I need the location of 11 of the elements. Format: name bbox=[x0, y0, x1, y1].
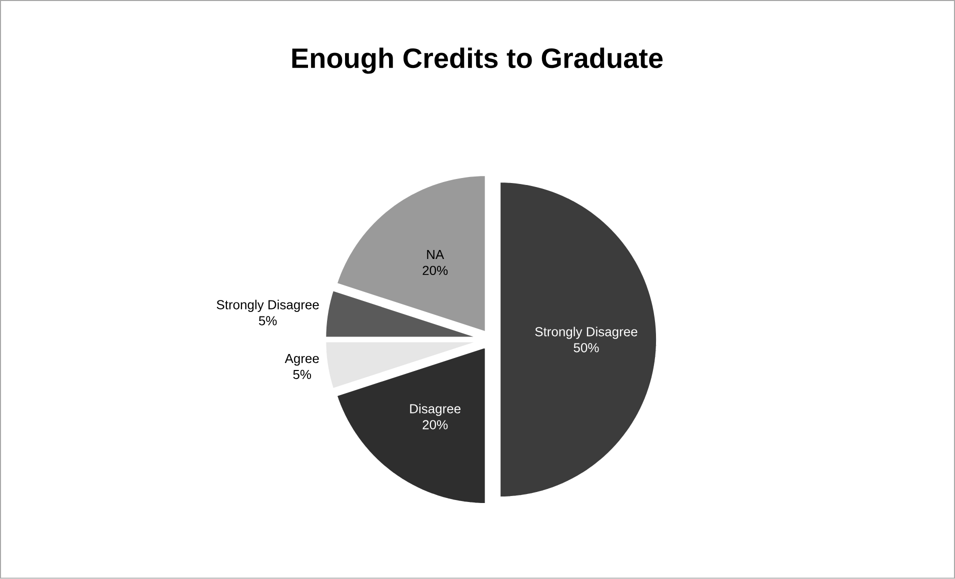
data-label: 20% bbox=[422, 420, 448, 430]
slice-label: NA bbox=[427, 250, 444, 260]
slice-label: Strongly Disagree bbox=[535, 326, 638, 339]
data-label: 50% bbox=[574, 343, 599, 352]
slice-label: Agree bbox=[284, 354, 319, 366]
slice-label: Disagree bbox=[410, 404, 460, 416]
chart-title: Enough Credits to Graduate bbox=[292, 48, 663, 74]
data-label: 20% bbox=[422, 266, 448, 276]
data-label: 5% bbox=[293, 370, 312, 380]
data-label: 5% bbox=[258, 316, 277, 326]
slice-label: Strongly Disagree bbox=[216, 300, 319, 312]
